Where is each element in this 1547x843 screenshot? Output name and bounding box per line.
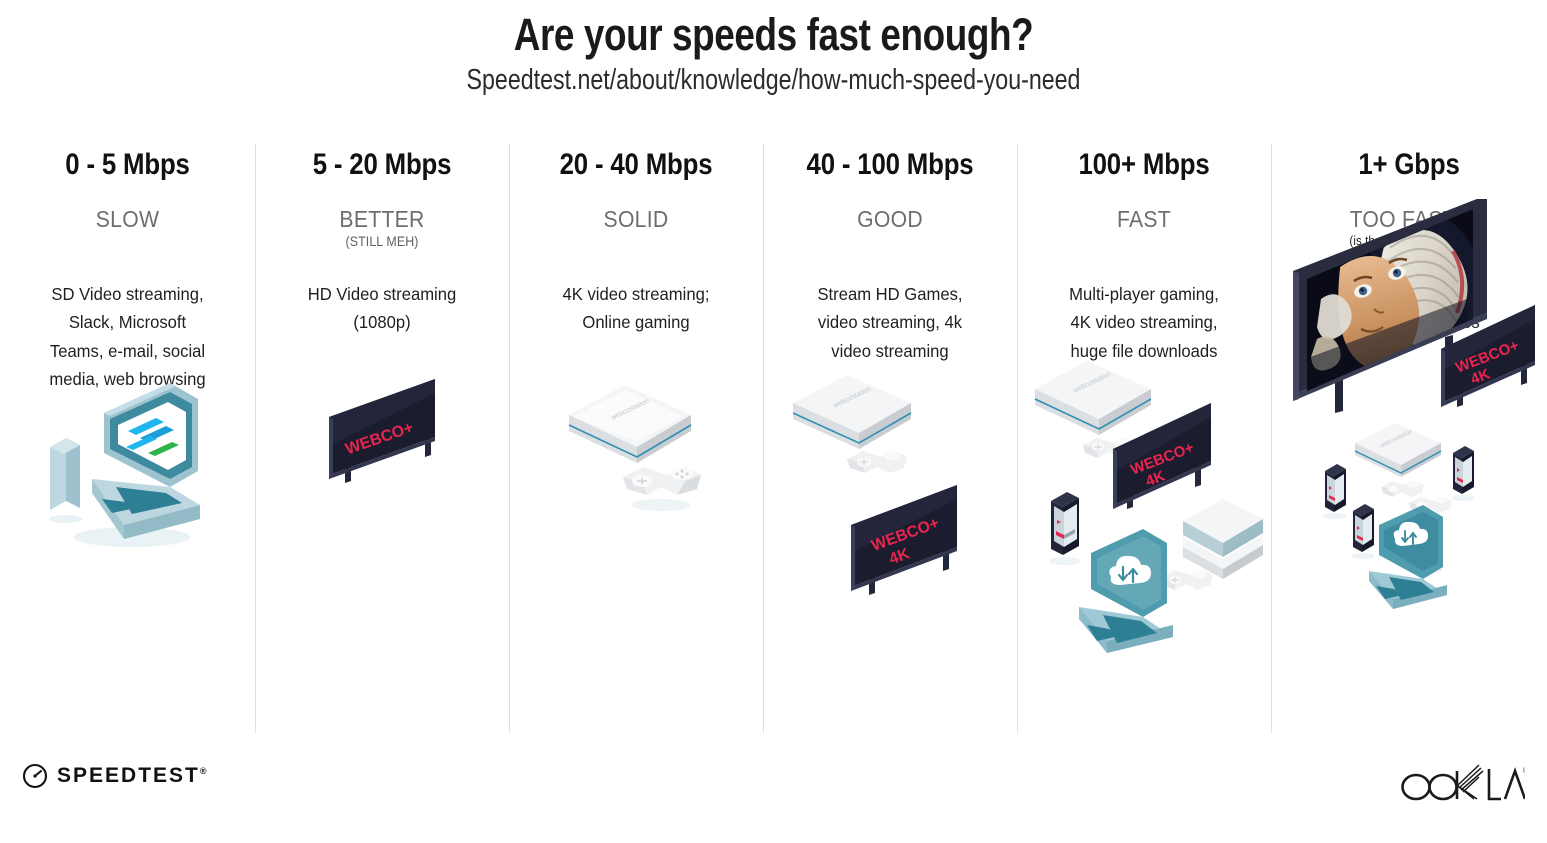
laptop-blue-icon <box>49 383 200 547</box>
speed-tier-columns: 0 - 5 Mbps SLOW SD Video streaming, Slac… <box>0 132 1547 737</box>
tier-speed-range: 0 - 5 Mbps <box>65 148 190 181</box>
console-webcostation-icon: webcostation <box>568 385 692 463</box>
laptop-cloud-icon <box>1369 505 1447 609</box>
tv-astronaut-icon <box>1293 199 1487 413</box>
ookla-wordmark: ® <box>1401 764 1529 801</box>
speed-tier-column-4: 40 - 100 Mbps GOOD Stream HD Games, vide… <box>763 132 1017 737</box>
tv-webco-icon: WEBCO+ <box>329 379 435 483</box>
laptop-cloud-icon <box>1079 529 1173 653</box>
speedometer-icon <box>22 763 48 789</box>
tier-description: HD Video streaming (1080p) <box>307 284 457 333</box>
tier-sublabel: (STILL MEH) <box>345 234 419 249</box>
tv-webco-4k-icon: WEBCO+ 4K <box>1441 305 1535 407</box>
console-webcostation-icon: webcostation <box>1034 361 1152 435</box>
tier-description: SD Video streaming, Slack, Microsoft Tea… <box>49 284 206 390</box>
speed-tier-column-5: 100+ Mbps FAST Multi-player gaming, 4K v… <box>1017 132 1271 737</box>
tier-description: 4K video streaming; Online gaming <box>562 284 710 333</box>
printer-icon <box>1183 499 1263 579</box>
speedtest-trademark: ® <box>199 766 207 776</box>
speedtest-logo: SPEEDTEST® <box>22 763 207 789</box>
controller-icon <box>1381 480 1424 497</box>
tier-speed-range: 20 - 40 Mbps <box>559 148 713 181</box>
tv-resolution-label: 4K <box>887 545 912 568</box>
tier-illustration-4: webcostation <box>763 375 1017 737</box>
tv-webco-4k-icon: WEBCO+ 4K <box>1113 403 1211 509</box>
page-subtitle: Speedtest.net/about/knowledge/how-much-s… <box>466 64 1081 97</box>
speed-tier-column-1: 0 - 5 Mbps SLOW SD Video streaming, Slac… <box>0 132 255 737</box>
phone-dark-icon <box>1451 446 1475 501</box>
speed-tier-column-2: 5 - 20 Mbps BETTER (STILL MEH) HD Video … <box>255 132 509 737</box>
speed-tier-column-3: 20 - 40 Mbps SOLID 4K video streaming; O… <box>509 132 763 737</box>
tier-illustration-2: WEBCO+ <box>255 379 509 737</box>
ookla-logo: ® <box>1395 759 1529 812</box>
tier-label: SOLID <box>603 206 669 232</box>
controller-icon <box>847 451 907 473</box>
tier-speed-range: 40 - 100 Mbps <box>806 148 974 181</box>
tier-label: BETTER <box>339 206 425 232</box>
tier-description: Multi-player gaming, 4K video streaming,… <box>1069 284 1219 361</box>
tier-label: FAST <box>1116 206 1172 232</box>
ookla-trademark: ® <box>1523 766 1525 775</box>
controller-icon <box>1161 570 1213 590</box>
tier-label: GOOD <box>857 206 923 232</box>
tv-resolution-label: 4K <box>1468 365 1492 388</box>
console-webcostation-icon: webcostation <box>1354 423 1442 477</box>
phone-dark-icon <box>1049 492 1081 565</box>
tier-illustration-5: webcostation <box>1017 361 1271 737</box>
page-title: Are your speeds fast enough? <box>513 9 1034 60</box>
tier-label: SLOW <box>95 206 160 232</box>
tier-description: Stream HD Games, video streaming, 4k vid… <box>817 284 963 361</box>
speed-tier-column-6: 1+ Gbps TOO FAST!! (is there such a thin… <box>1271 132 1547 737</box>
phone-dark-icon <box>1323 464 1347 519</box>
footer: SPEEDTEST® <box>0 753 1547 843</box>
tier-illustration-1 <box>0 383 255 737</box>
console-webcostation-icon: webcostation <box>792 375 912 449</box>
tv-resolution-label: 4K <box>1143 467 1167 490</box>
phone-dark-icon <box>1351 504 1375 559</box>
speedtest-wordmark: SPEEDTEST® <box>57 764 207 787</box>
tv-webco-4k-icon: WEBCO+ 4K <box>851 485 957 595</box>
tier-speed-range: 1+ Gbps <box>1358 148 1460 181</box>
tier-illustration-6: WEBCO+ 4K webcostation <box>1271 199 1547 737</box>
tier-illustration-3: webcostation <box>509 385 763 737</box>
header: Are your speeds fast enough? Speedtest.n… <box>0 0 1547 98</box>
controller-icon <box>623 467 701 511</box>
tier-speed-range: 5 - 20 Mbps <box>312 148 452 181</box>
phone-light-icon <box>49 438 83 523</box>
tier-speed-range: 100+ Mbps <box>1078 148 1210 181</box>
